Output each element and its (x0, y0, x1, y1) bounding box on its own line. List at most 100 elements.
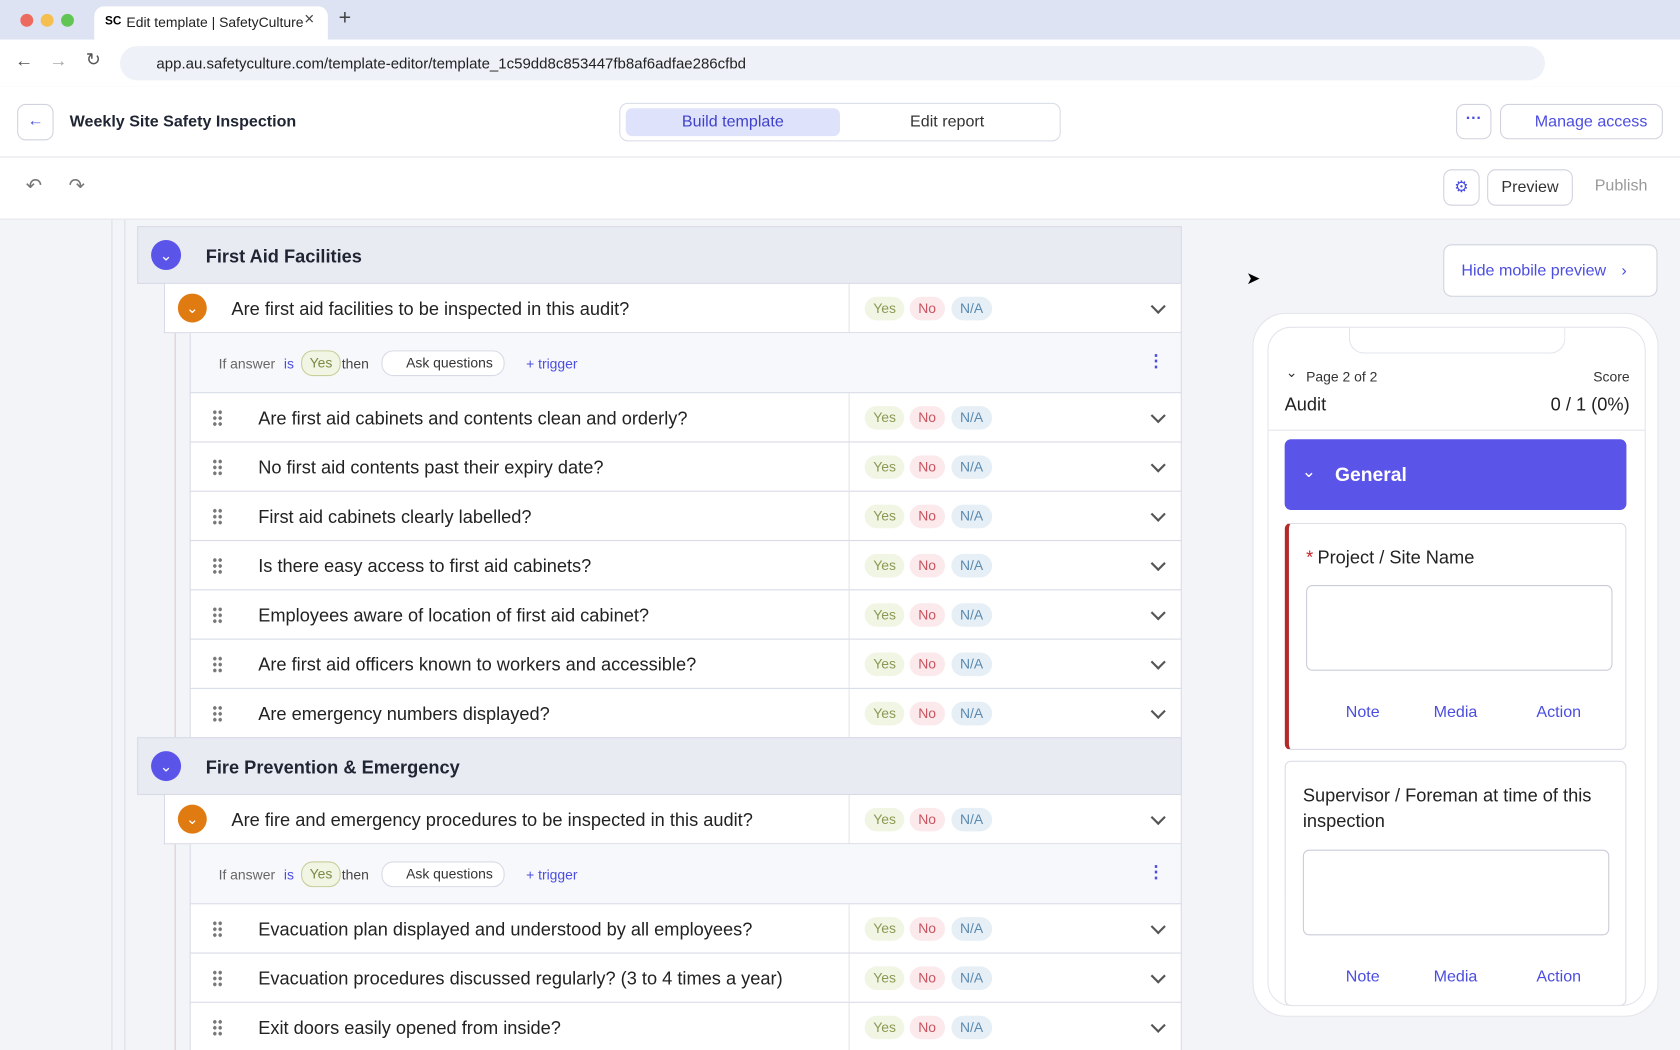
question-card: Supervisor / Foreman at time of this ins… (1284, 760, 1627, 1006)
logic-menu[interactable]: ⋮ (1147, 863, 1165, 882)
response-chip: Yes (864, 296, 905, 321)
drag-handle[interactable] (212, 920, 223, 938)
question-text: Exit doors easily opened from inside? (258, 1017, 561, 1039)
tab-report[interactable]: Edit report (910, 112, 985, 131)
logic-action-label: Ask questions (406, 865, 493, 882)
text-input[interactable] (1306, 585, 1613, 671)
url-field[interactable]: app.au.safetyculture.com/template-editor… (120, 46, 1546, 81)
response-chip: Yes (864, 1015, 905, 1040)
logic-then: then (341, 866, 369, 883)
logic-answer[interactable]: Yes (301, 861, 341, 888)
drag-handle[interactable] (212, 655, 223, 673)
question-row: Evacuation procedures discussed regularl… (189, 952, 1182, 1002)
card-action[interactable]: Media (1433, 967, 1478, 986)
preview-button[interactable]: Preview (1487, 169, 1573, 206)
response-chip: Yes (864, 966, 905, 991)
more-button[interactable]: ··· (1456, 103, 1492, 140)
page-indicator: Page 2 of 2 (1306, 368, 1378, 385)
response-chip: No (909, 455, 945, 479)
question-text: Is there easy access to first aid cabine… (258, 556, 592, 577)
response-chip: Yes (864, 455, 905, 479)
question-row: Are first aid officers known to workers … (189, 638, 1182, 688)
drag-handle[interactable] (212, 705, 223, 723)
question-label-text: Project / Site Name (1317, 547, 1475, 568)
logic-trigger[interactable]: + trigger (526, 866, 578, 883)
undo[interactable]: ↶ (25, 174, 42, 197)
section-header[interactable]: ⌄ First Aid Facilities (137, 226, 1182, 284)
section-header[interactable]: ⌄ Fire Prevention & Emergency (137, 737, 1182, 796)
score-value: 0 / 1 (0%) (1550, 394, 1630, 415)
hide-preview[interactable]: Hide mobile preview › (1443, 244, 1658, 297)
divider (848, 639, 850, 688)
response-chip: N/A (951, 455, 992, 479)
editor: ⌄ First Aid Facilities ⌄ Are first aid faci… (0, 219, 1200, 1050)
response-chip: Yes (864, 701, 905, 726)
drag-handle[interactable] (212, 969, 223, 987)
expand-chevron[interactable] (1150, 408, 1166, 424)
drag-handle[interactable] (212, 557, 223, 575)
card-action[interactable]: Media (1433, 702, 1478, 722)
back-button[interactable]: ← (17, 103, 54, 141)
card-action[interactable]: Action (1536, 967, 1582, 986)
card-action[interactable]: Action (1536, 702, 1582, 722)
expand-chevron[interactable] (1150, 506, 1166, 522)
expand-chevron[interactable] (1150, 809, 1166, 826)
response-chip: Yes (864, 553, 905, 578)
divider (848, 795, 850, 844)
logic-trigger[interactable]: + trigger (526, 355, 578, 372)
question-row: Are first aid cabinets and contents clea… (189, 392, 1182, 442)
collapse-button[interactable]: ⌄ (151, 751, 182, 782)
drag-handle[interactable] (212, 606, 223, 624)
gate-toggle[interactable]: ⌄ (177, 293, 207, 323)
card-action[interactable]: Note (1345, 702, 1380, 722)
expand-chevron[interactable] (1150, 1017, 1166, 1033)
tab[interactable]: SC Edit template | SafetyCulture × (94, 6, 328, 40)
divider (848, 283, 850, 333)
expand-chevron[interactable] (1150, 605, 1166, 621)
logic-row: If answer is Yes then Ask questions + trigger… (189, 844, 1182, 904)
drag-handle[interactable] (212, 1018, 223, 1037)
response-chip: N/A (951, 553, 992, 578)
response-chip: N/A (951, 966, 992, 991)
expand-chevron[interactable] (1150, 703, 1166, 720)
response-chip: No (909, 406, 945, 430)
expand-chevron[interactable] (1150, 919, 1166, 935)
response-chip: Yes (864, 504, 905, 529)
expand-chevron[interactable] (1150, 457, 1166, 473)
logic-action[interactable]: Ask questions (381, 350, 505, 377)
hide-preview-label: Hide mobile preview (1461, 261, 1607, 280)
divider (848, 541, 850, 590)
collapse-button[interactable]: ⌄ (151, 240, 182, 271)
redo[interactable]: ↷ (68, 174, 85, 197)
drag-handle[interactable] (212, 507, 223, 526)
response-chip: Yes (864, 603, 905, 627)
gate-toggle[interactable]: ⌄ (177, 804, 207, 834)
section-header[interactable]: ⌄ General (1284, 439, 1627, 511)
response-chip: N/A (951, 652, 992, 677)
text-input[interactable] (1302, 849, 1610, 936)
expand-chevron[interactable] (1150, 555, 1166, 572)
manage-access[interactable]: Manage access (1500, 103, 1663, 140)
expand-chevron[interactable] (1150, 654, 1166, 670)
expand-chevron[interactable] (1150, 298, 1166, 315)
settings[interactable]: ⚙ (1443, 169, 1480, 206)
tab-build[interactable]: Build template (625, 108, 841, 137)
logic-menu[interactable]: ⋮ (1147, 352, 1165, 371)
card-action[interactable]: Note (1345, 967, 1380, 986)
logic-rail (174, 333, 176, 738)
question-text: Evacuation plan displayed and understood… (258, 919, 753, 940)
logic-rail (174, 844, 176, 1050)
logic-prefix: If answer (218, 355, 276, 372)
drag-handle[interactable] (212, 409, 223, 427)
publish-button[interactable]: Publish (1594, 176, 1648, 196)
question-label: Supervisor / Foreman at time of this ins… (1303, 783, 1614, 834)
response-chip: Yes (864, 652, 905, 677)
question-text: Are first aid facilities to be inspected… (231, 298, 630, 320)
expand-chevron[interactable] (1150, 968, 1166, 984)
logic-action[interactable]: Ask questions (381, 861, 505, 888)
question-text: Are first aid cabinets and contents clea… (258, 408, 688, 429)
drag-handle[interactable] (212, 458, 223, 476)
question-row: Employees aware of location of first aid… (189, 589, 1182, 639)
logic-answer[interactable]: Yes (301, 350, 341, 377)
